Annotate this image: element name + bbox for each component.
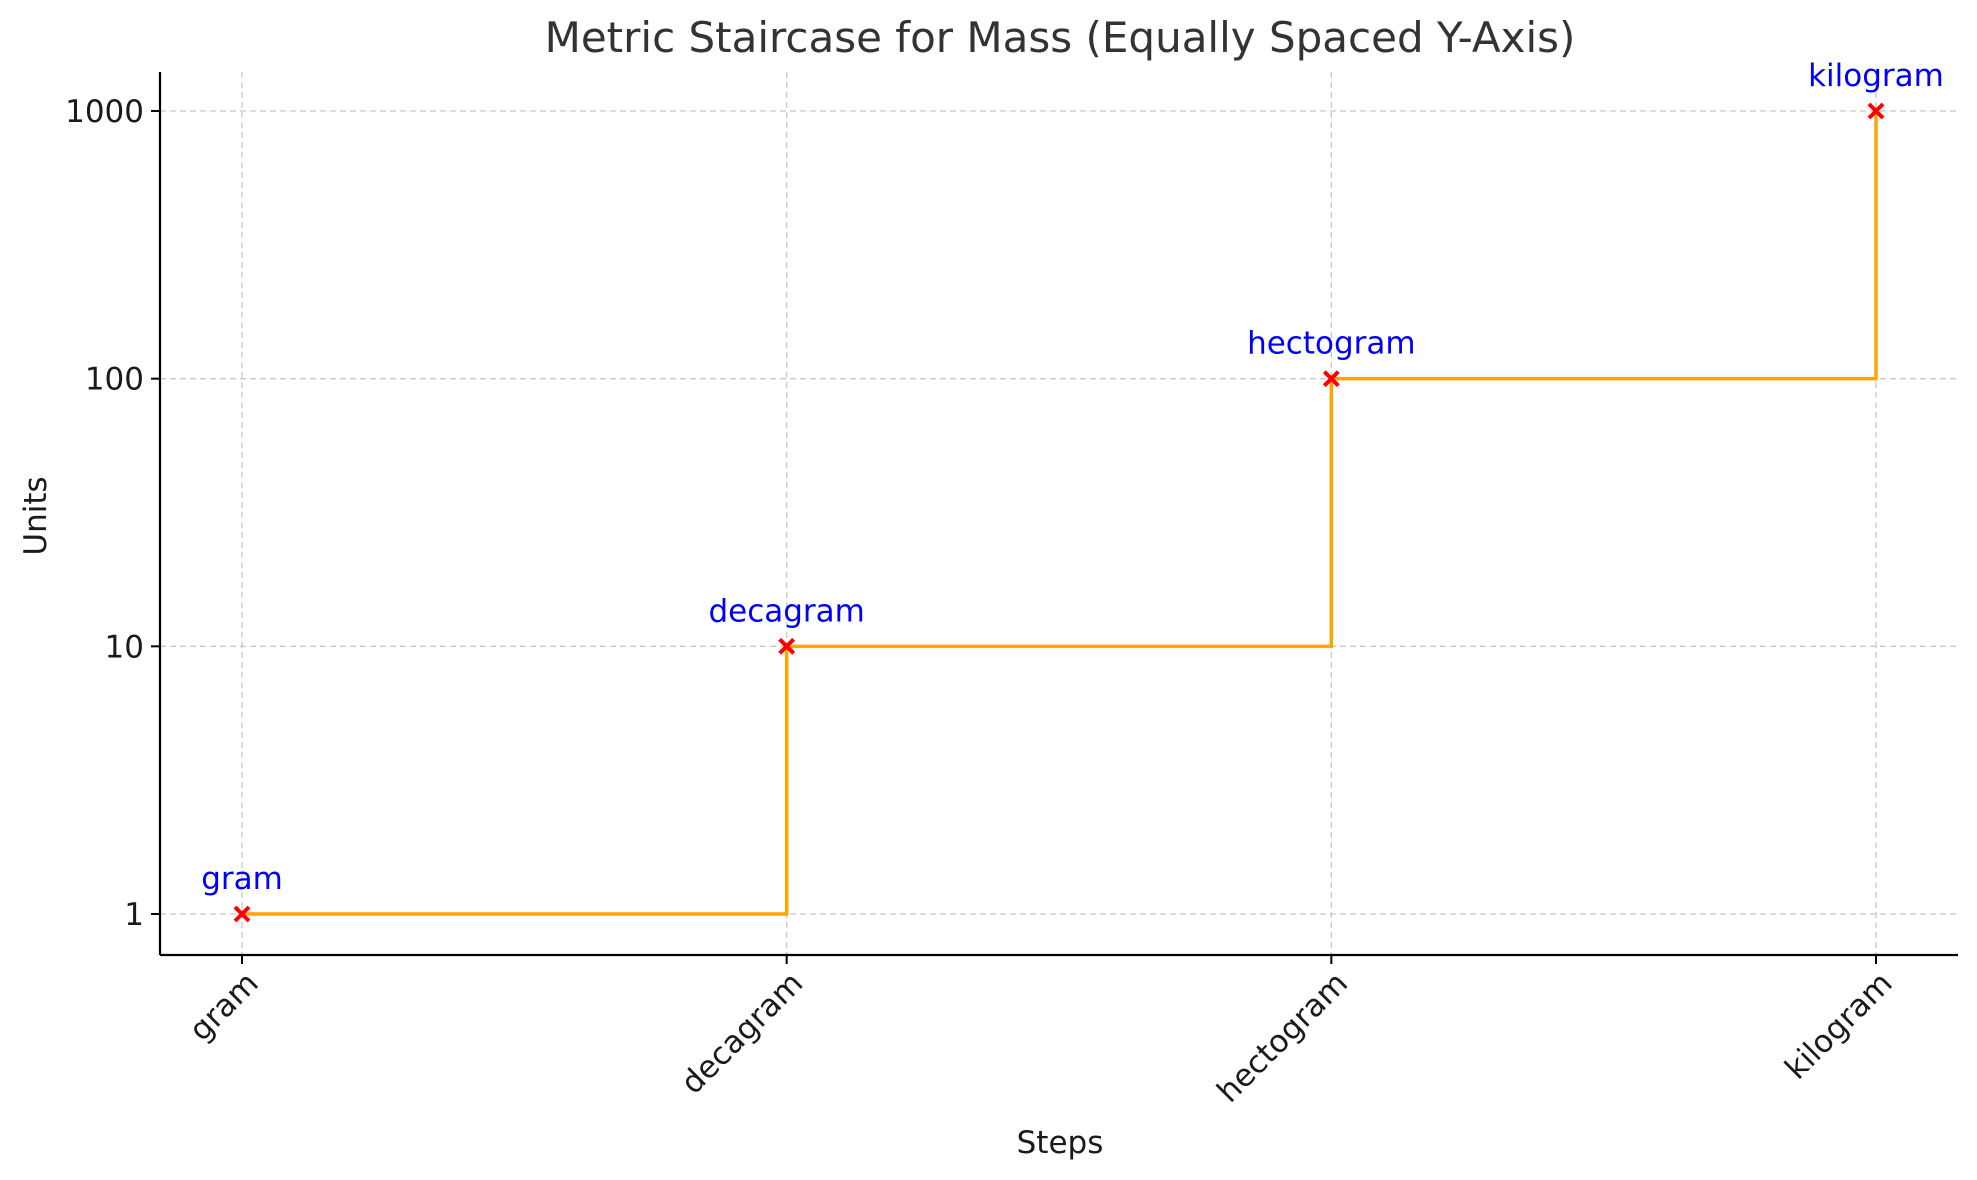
y-axis-title: Units [18, 476, 54, 555]
point-label: kilogram [1808, 58, 1944, 94]
data-point-marker [1867, 102, 1885, 120]
label-layer: 1 10 100 1000 gram decagram hectogram kilogram g… [65, 58, 1944, 1110]
x-tick-label: gram [182, 965, 265, 1048]
point-label: decagram [708, 593, 864, 629]
marker-stroke [778, 637, 796, 655]
data-point-marker [233, 905, 251, 923]
y-tick-label: 10 [105, 629, 144, 665]
data-point-marker [1322, 370, 1340, 388]
step-series-line [242, 111, 1878, 916]
axes [151, 72, 1958, 964]
series-layer [242, 111, 1878, 916]
marker-stroke [1322, 370, 1340, 388]
marker-layer [233, 102, 1885, 923]
marker-stroke [1867, 102, 1885, 120]
point-label: hectogram [1247, 326, 1416, 362]
x-tick-label: decagram [674, 965, 810, 1101]
marker-stroke [233, 905, 251, 923]
x-axis-title: Steps [1017, 1125, 1104, 1161]
point-label: gram [201, 861, 283, 897]
data-point-marker [778, 637, 796, 655]
x-tick-label: hectogram [1210, 965, 1355, 1110]
y-tick-label: 1 [124, 897, 144, 933]
y-tick-label: 100 [85, 362, 144, 398]
y-tick-label: 1000 [65, 94, 144, 130]
grid-layer [160, 72, 1958, 955]
x-tick-label: kilogram [1778, 965, 1899, 1086]
chart-title: Metric Staircase for Mass (Equally Space… [545, 13, 1576, 62]
